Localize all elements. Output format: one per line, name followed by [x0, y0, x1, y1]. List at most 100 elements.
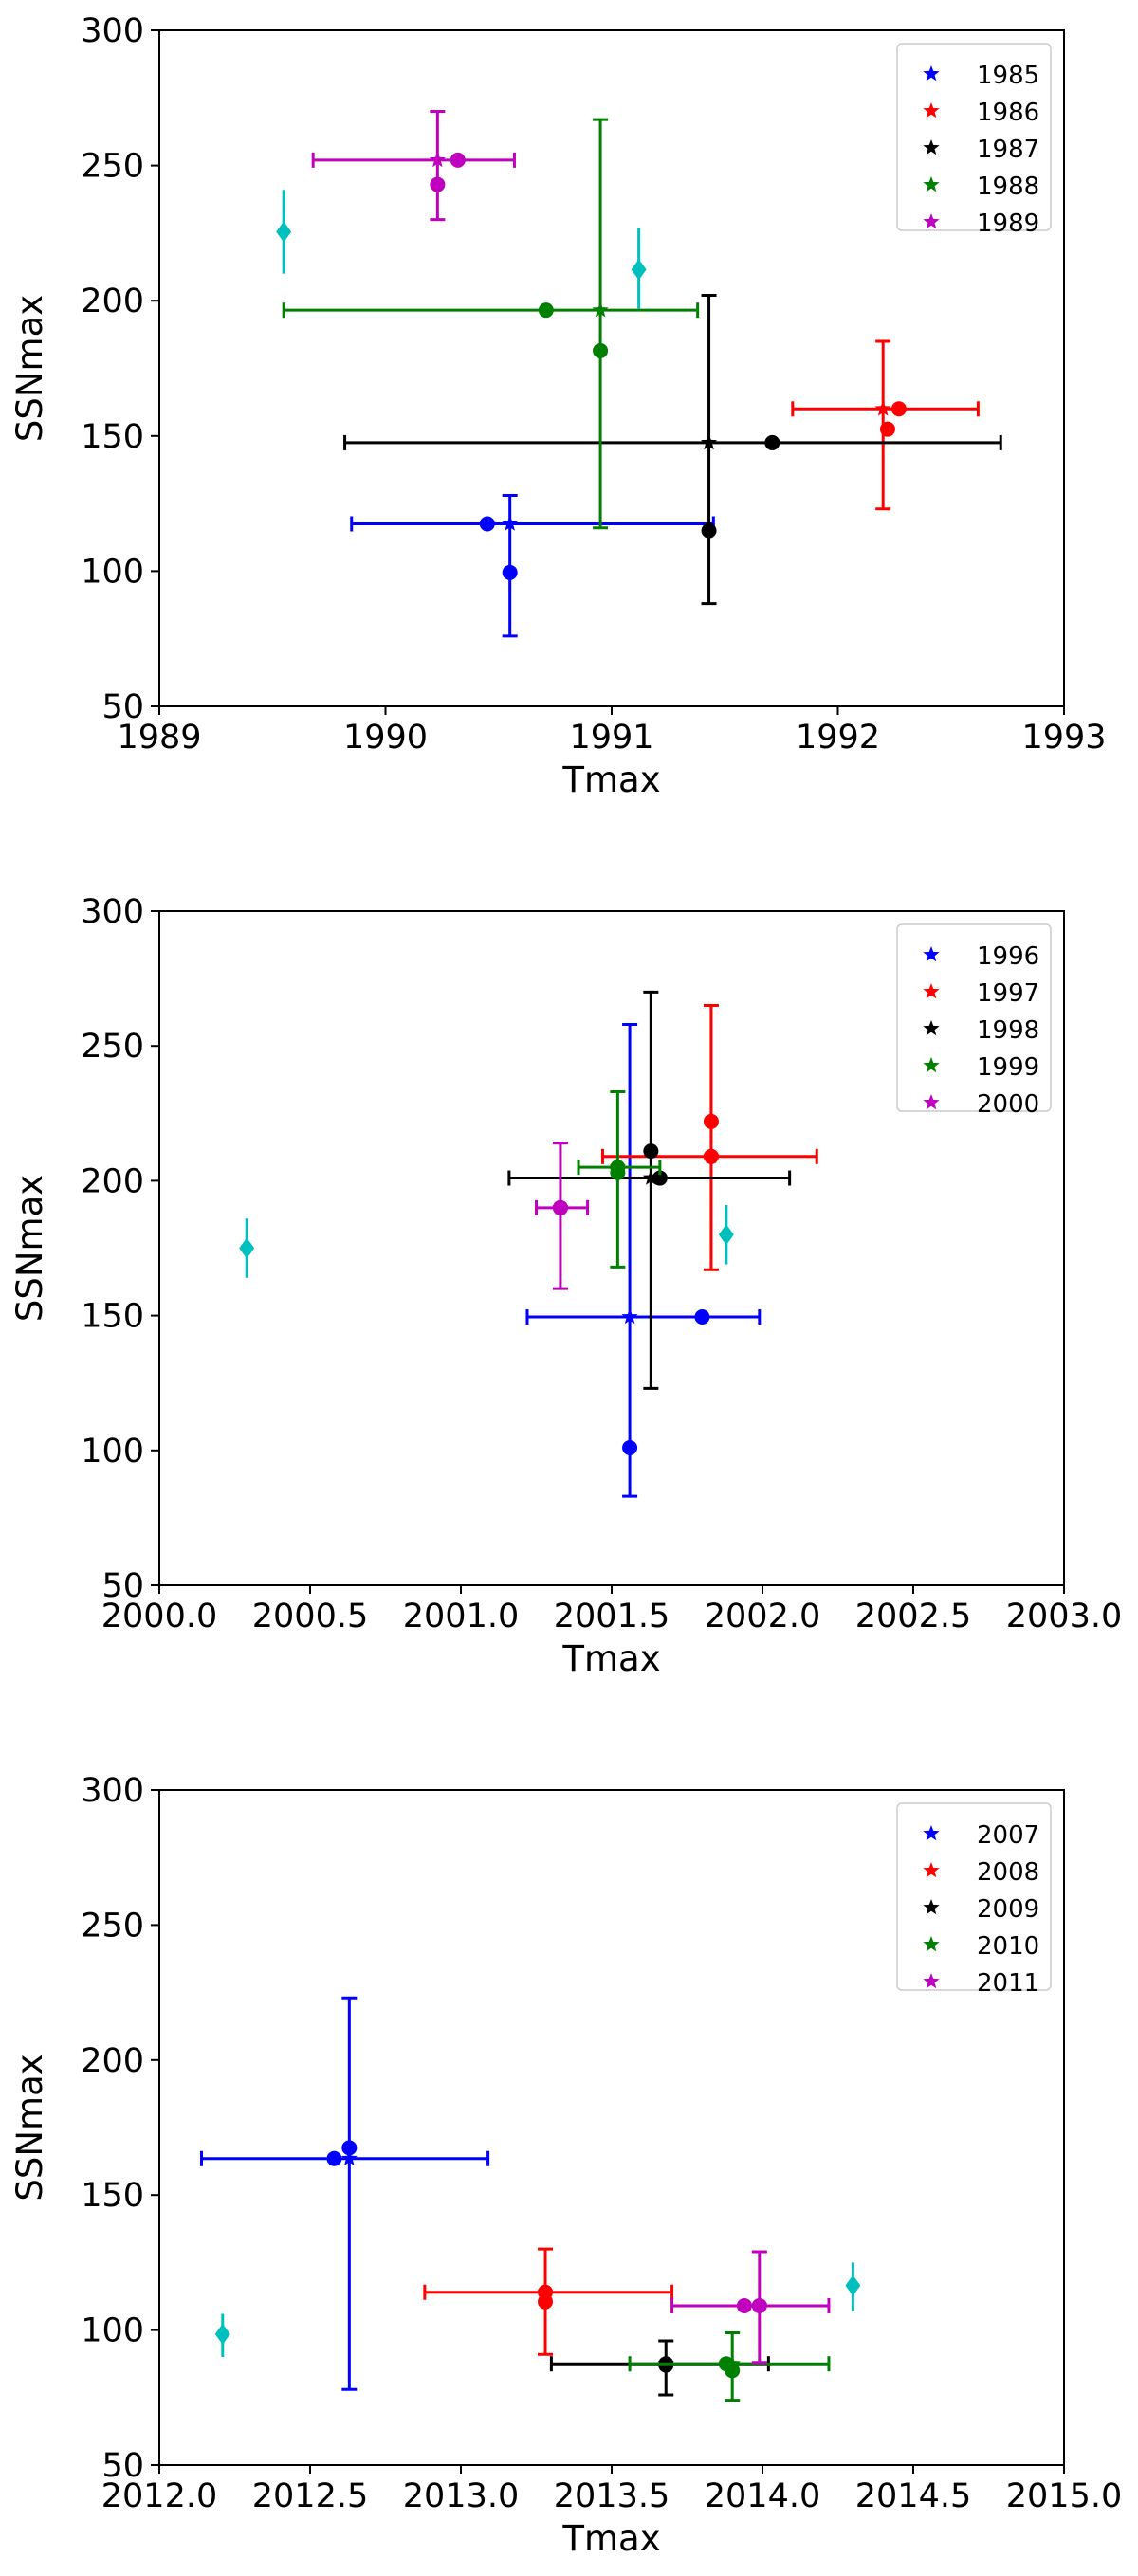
y-tick-label: 300 [81, 1772, 144, 1810]
legend-label: 1988 [977, 173, 1039, 201]
y-tick-label: 300 [81, 12, 144, 50]
legend-label: 1998 [977, 1016, 1039, 1045]
circle-marker [430, 176, 446, 192]
legend-label: 2011 [977, 1969, 1039, 1998]
x-tick-label: 2012.5 [252, 2477, 368, 2515]
legend-star-icon [923, 1825, 940, 1841]
y-tick-label: 50 [101, 2447, 144, 2485]
legend-star-icon [923, 946, 940, 962]
chart-panel-3: 2012.0 2012.5 2013.0 2013.5 2014.0 2014.5 2015… [9, 1772, 1122, 2559]
series-1996 [525, 1022, 762, 1498]
legend-star-icon [923, 139, 940, 155]
circle-marker [326, 2150, 342, 2166]
cyan-marker-group [631, 228, 647, 309]
star-marker [874, 400, 891, 416]
cyan-marker-group [239, 1218, 255, 1278]
y-axis-label: SSNmax [9, 2054, 50, 2201]
star-marker [642, 1169, 659, 1185]
y-tick-label: 200 [81, 1162, 144, 1200]
circle-marker [703, 1148, 719, 1164]
legend-star-icon [923, 1936, 940, 1952]
legend-star-icon [923, 213, 940, 229]
x-tick-label: 2002.0 [705, 1598, 820, 1635]
circle-marker [538, 2293, 554, 2310]
legend-label: 1996 [977, 942, 1039, 971]
x-tick-label: 2014.5 [855, 2477, 971, 2515]
circle-marker [890, 401, 907, 417]
x-tick-label: 2013.5 [554, 2477, 670, 2515]
y-tick-label: 200 [81, 283, 144, 320]
series-2010 [628, 2330, 831, 2402]
legend-label: 1997 [977, 979, 1039, 1008]
legend-star-icon [923, 1973, 940, 1989]
circle-marker [764, 434, 780, 450]
series-1989 [311, 110, 516, 222]
legend-star-icon [923, 983, 940, 999]
legend-label: 2010 [977, 1932, 1039, 1961]
star-marker [502, 515, 519, 531]
legend-label: 2007 [977, 1821, 1039, 1850]
y-tick-label: 250 [81, 148, 144, 186]
y-tick-label: 150 [81, 1298, 144, 1336]
circle-marker [450, 152, 466, 168]
y-tick-label: 150 [81, 418, 144, 456]
legend-label: 1989 [977, 210, 1039, 238]
circle-marker [703, 1113, 719, 1129]
legend-star-icon [923, 176, 940, 192]
x-tick-label: 2002.5 [855, 1598, 971, 1635]
y-tick-label: 250 [81, 1028, 144, 1066]
diamond-marker [845, 2275, 861, 2296]
circle-marker [694, 1309, 710, 1325]
circle-marker [479, 516, 495, 532]
legend-label: 2000 [977, 1090, 1039, 1119]
x-tick-label: 2001.5 [554, 1598, 670, 1635]
x-tick-label: 2003.0 [1006, 1598, 1122, 1635]
series-2007 [200, 1996, 490, 2391]
circle-marker [593, 342, 609, 358]
cyan-marker-group [718, 1204, 734, 1265]
y-tick-label: 100 [81, 553, 144, 591]
x-tick-label: 2000.5 [252, 1598, 368, 1635]
y-axis-label: SSNmax [9, 1175, 50, 1322]
legend-label: 1987 [977, 136, 1039, 164]
x-axis-label: Tmax [561, 2518, 660, 2559]
diamond-marker [631, 259, 647, 281]
legend-star-icon [923, 1020, 940, 1036]
legend-label: 1985 [977, 62, 1039, 90]
circle-marker [622, 1439, 638, 1455]
diamond-marker [276, 221, 292, 243]
series-1997 [600, 1004, 818, 1271]
chart-panel-1: 1989 1990 1991 1992 1993 50 100 150 200 250 300 Tma… [9, 12, 1107, 800]
x-tick-label: 2014.0 [705, 2477, 820, 2515]
x-tick-label: 1993 [1021, 719, 1106, 757]
x-tick-label: 2013.0 [403, 2477, 519, 2515]
x-tick-label: 2000.0 [101, 1598, 217, 1635]
x-tick-label: 1992 [796, 719, 880, 757]
circle-marker [502, 564, 518, 580]
legend-label: 1986 [977, 99, 1039, 127]
circle-marker [538, 302, 554, 319]
legend-star-icon [923, 1899, 940, 1915]
y-tick-label: 50 [101, 1567, 144, 1605]
series-2011 [670, 2250, 831, 2365]
y-tick-label: 50 [101, 688, 144, 726]
y-tick-label: 150 [81, 2177, 144, 2215]
y-tick-label: 250 [81, 1907, 144, 1945]
series-1988 [282, 118, 700, 530]
legend-star-icon [923, 1862, 940, 1878]
star-marker [429, 151, 446, 168]
x-tick-label: 2015.0 [1006, 2477, 1122, 2515]
x-axis-label: Tmax [561, 759, 660, 800]
star-marker [592, 301, 609, 318]
circle-marker [341, 2140, 358, 2156]
circle-marker [725, 2363, 741, 2379]
cyan-marker-group [276, 190, 292, 274]
y-tick-label: 100 [81, 1433, 144, 1471]
legend-label: 1999 [977, 1053, 1039, 1082]
diamond-marker [214, 2323, 230, 2345]
circle-marker [701, 522, 717, 539]
legend-label: 2009 [977, 1895, 1039, 1924]
legend-star-icon [923, 1057, 940, 1073]
